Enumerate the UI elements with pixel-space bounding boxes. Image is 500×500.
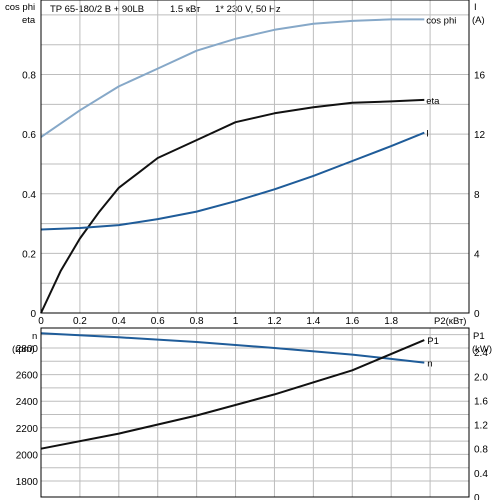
top-left-tick-label: 0 bbox=[30, 309, 36, 320]
bottom-right-tick-label: 2.0 bbox=[474, 372, 488, 383]
top-right-axis-label-1: I bbox=[474, 2, 477, 13]
bottom-right-axis-label-1: P1 bbox=[473, 331, 485, 342]
series-label-p1-curve: P1 bbox=[427, 336, 439, 347]
top-right-tick-label: 12 bbox=[474, 130, 486, 141]
bottom-right-tick-label: 2.4 bbox=[474, 348, 488, 359]
top-x-tick-label: 1.6 bbox=[345, 316, 359, 327]
bottom-panel: n P1 1800 2000 2200 2400 2600 2800 0 0.4 0.8 1.2 1.… bbox=[12, 327, 492, 500]
top-right-tick-label: 16 bbox=[474, 71, 486, 82]
series-label-cosphi-curve: cos phi bbox=[426, 15, 456, 26]
p1-curve bbox=[40, 339, 425, 450]
top-grid bbox=[40, 0, 469, 313]
top-x-axis-label: P2(кВт) bbox=[434, 316, 466, 327]
top-x-tick-label: 0 bbox=[38, 316, 44, 327]
top-x-tick-label: 1.4 bbox=[306, 316, 320, 327]
bottom-left-axis-label-1: n bbox=[32, 331, 37, 342]
top-left-tick-label: 0.2 bbox=[22, 249, 36, 260]
bottom-ticks: 1800 2000 2200 2400 2600 2800 0 0.4 0.8 1.2 1.6 2.0… bbox=[16, 344, 489, 500]
top-left-tick-label: 0.8 bbox=[22, 71, 36, 82]
chart-header: TP 65-180/2 B + 90LB 1.5 кВт 1* 230 V, 5… bbox=[50, 4, 281, 15]
bottom-right-axis-label-2: (kW) bbox=[472, 344, 492, 355]
series-label-n-curve: n bbox=[427, 359, 432, 370]
bottom-left-tick-label: 2800 bbox=[16, 344, 39, 355]
eta-curve bbox=[40, 98, 425, 314]
top-x-tick-label: 0.2 bbox=[73, 316, 87, 327]
bottom-panel-frame bbox=[40, 327, 470, 498]
top-x-tick-label: 0.6 bbox=[151, 316, 165, 327]
top-left-tick-label: 0.6 bbox=[22, 130, 36, 141]
top-panel-frame bbox=[40, 0, 470, 314]
top-x-tick-label: 1.8 bbox=[384, 316, 398, 327]
series-label-current-curve: I bbox=[426, 129, 429, 140]
cosphi-curve bbox=[40, 18, 425, 138]
top-right-tick-label: 0 bbox=[474, 309, 480, 320]
bottom-left-tick-label: 2600 bbox=[16, 371, 39, 382]
bottom-left-axis-label-2: (rpm) bbox=[12, 344, 35, 355]
top-right-axis-label-2: (A) bbox=[472, 15, 485, 26]
top-right-tick-label: 8 bbox=[474, 190, 480, 201]
header-supply: 1* 230 V, 50 Hz bbox=[215, 4, 281, 15]
top-x-tick-label: 1.2 bbox=[268, 316, 282, 327]
top-x-tick-label: 1 bbox=[233, 316, 239, 327]
bottom-series: n P1 bbox=[40, 332, 439, 450]
bottom-right-tick-label: 0 bbox=[474, 493, 480, 500]
top-left-axis-label-1: cos phi bbox=[5, 2, 35, 13]
bottom-right-tick-label: 1.6 bbox=[474, 396, 488, 407]
top-left-axis-label-2: eta bbox=[22, 15, 36, 26]
top-left-tick-label: 0.4 bbox=[22, 190, 36, 201]
bottom-left-tick-label: 2200 bbox=[16, 424, 39, 435]
bottom-grid bbox=[41, 328, 469, 497]
header-power: 1.5 кВт bbox=[170, 4, 201, 15]
top-right-tick-label: 4 bbox=[474, 249, 480, 260]
top-series: cos phi eta I bbox=[40, 15, 456, 314]
series-label-eta-curve: eta bbox=[426, 96, 440, 107]
bottom-right-tick-label: 0.8 bbox=[474, 445, 488, 456]
top-x-tick-label: 0.4 bbox=[112, 316, 126, 327]
bottom-right-tick-label: 1.2 bbox=[474, 421, 488, 432]
current-curve bbox=[40, 131, 425, 231]
top-ticks: 0 0.2 0.4 0.6 0.8 1 1.2 1.4 1.6 1.8 0 0.2 0.4 0.6 0.8 0… bbox=[22, 71, 485, 327]
n-curve bbox=[40, 332, 425, 364]
top-x-tick-label: 0.8 bbox=[190, 316, 204, 327]
header-model: TP 65-180/2 B + 90LB bbox=[50, 4, 144, 15]
bottom-left-tick-label: 2000 bbox=[16, 450, 39, 461]
bottom-left-tick-label: 1800 bbox=[16, 477, 39, 488]
bottom-left-tick-label: 2400 bbox=[16, 397, 39, 408]
bottom-right-tick-label: 0.4 bbox=[474, 469, 488, 480]
